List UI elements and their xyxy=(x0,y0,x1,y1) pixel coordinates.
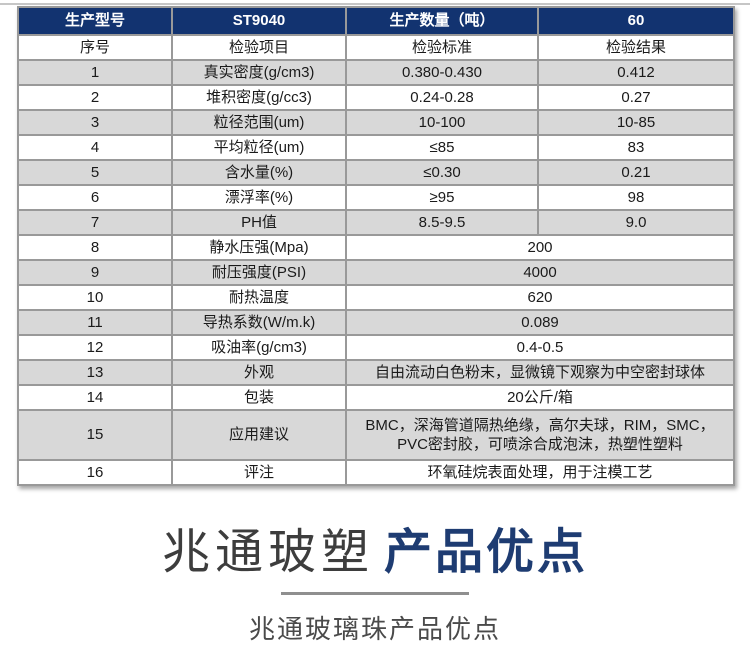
cell-no: 4 xyxy=(17,134,173,161)
cell-value: 20公斤/箱 xyxy=(345,384,735,411)
subheader-item: 检验项目 xyxy=(171,34,347,61)
table-row: 2 堆积密度(g/cc3) 0.24-0.28 0.27 xyxy=(17,84,735,111)
cell-standard: ≤85 xyxy=(345,134,539,161)
cell-no: 9 xyxy=(17,259,173,286)
header-model-value: ST9040 xyxy=(171,6,347,36)
cell-no: 14 xyxy=(17,384,173,411)
cell-item: 应用建议 xyxy=(171,409,347,461)
table-row: 7 PH值 8.5-9.5 9.0 xyxy=(17,209,735,236)
cell-item: 漂浮率(%) xyxy=(171,184,347,211)
cell-item: 耐热温度 xyxy=(171,284,347,311)
subheader-standard: 检验标准 xyxy=(345,34,539,61)
cell-result: 0.27 xyxy=(537,84,735,111)
table-header-row: 生产型号 ST9040 生产数量（吨） 60 xyxy=(17,6,735,36)
table-row: 14 包装 20公斤/箱 xyxy=(17,384,735,411)
cell-item: 含水量(%) xyxy=(171,159,347,186)
cell-result: 0.21 xyxy=(537,159,735,186)
cell-value: 620 xyxy=(345,284,735,311)
cell-value: 自由流动白色粉末，显微镜下观察为中空密封球体 xyxy=(345,359,735,386)
cell-result: 9.0 xyxy=(537,209,735,236)
table-row: 9 耐压强度(PSI) 4000 xyxy=(17,259,735,286)
header-model-label: 生产型号 xyxy=(17,6,173,36)
cell-no: 2 xyxy=(17,84,173,111)
cell-item: 导热系数(W/m.k) xyxy=(171,309,347,336)
cell-item: 真实密度(g/cm3) xyxy=(171,59,347,86)
header-qty-value: 60 xyxy=(537,6,735,36)
cell-result: 83 xyxy=(537,134,735,161)
header-qty-label: 生产数量（吨） xyxy=(345,6,539,36)
cell-standard: 0.380-0.430 xyxy=(345,59,539,86)
subheader-result: 检验结果 xyxy=(537,34,735,61)
brand-name: 兆通玻塑 xyxy=(161,526,374,579)
cell-no: 7 xyxy=(17,209,173,236)
cell-standard: 10-100 xyxy=(345,109,539,136)
page-top-divider xyxy=(0,3,750,5)
footer-section: 兆通玻塑 产品优点 兆通玻璃珠产品优点 xyxy=(0,526,750,646)
cell-item: 包装 xyxy=(171,384,347,411)
cell-no: 10 xyxy=(17,284,173,311)
cell-result: 0.412 xyxy=(537,59,735,86)
cell-item: 评注 xyxy=(171,459,347,486)
cell-no: 1 xyxy=(17,59,173,86)
cell-item: PH值 xyxy=(171,209,347,236)
cell-value: 0.089 xyxy=(345,309,735,336)
table-subheader-row: 序号 检验项目 检验标准 检验结果 xyxy=(17,34,735,61)
spec-table: 生产型号 ST9040 生产数量（吨） 60 序号 检验项目 检验标准 检验结果… xyxy=(17,6,735,486)
subheader-no: 序号 xyxy=(17,34,173,61)
cell-standard: ≤0.30 xyxy=(345,159,539,186)
table-row: 12 吸油率(g/cm3) 0.4-0.5 xyxy=(17,334,735,361)
cell-no: 8 xyxy=(17,234,173,261)
table-row: 16 评注 环氧硅烷表面处理，用于注模工艺 xyxy=(17,459,735,486)
cell-item: 耐压强度(PSI) xyxy=(171,259,347,286)
cell-standard: 0.24-0.28 xyxy=(345,84,539,111)
table-row: 5 含水量(%) ≤0.30 0.21 xyxy=(17,159,735,186)
page-title: 兆通玻塑 产品优点 xyxy=(0,526,750,580)
table-row: 10 耐热温度 620 xyxy=(17,284,735,311)
cell-value: 环氧硅烷表面处理，用于注模工艺 xyxy=(345,459,735,486)
table-row: 3 粒径范围(um) 10-100 10-85 xyxy=(17,109,735,136)
cell-value: BMC，深海管道隔热绝缘，高尔夫球，RIM，SMC，PVC密封胶，可喷涂合成泡沫… xyxy=(345,409,735,461)
cell-no: 11 xyxy=(17,309,173,336)
cell-result: 98 xyxy=(537,184,735,211)
table-row: 15 应用建议 BMC，深海管道隔热绝缘，高尔夫球，RIM，SMC，PVC密封胶，可… xyxy=(17,409,735,461)
table-row: 11 导热系数(W/m.k) 0.089 xyxy=(17,309,735,336)
table-row: 1 真实密度(g/cm3) 0.380-0.430 0.412 xyxy=(17,59,735,86)
cell-no: 12 xyxy=(17,334,173,361)
cell-value: 4000 xyxy=(345,259,735,286)
title-divider xyxy=(281,591,469,595)
cell-no: 16 xyxy=(17,459,173,486)
cell-item: 粒径范围(um) xyxy=(171,109,347,136)
cell-no: 15 xyxy=(17,409,173,461)
cell-item: 堆积密度(g/cc3) xyxy=(171,84,347,111)
subtitle: 兆通玻璃珠产品优点 xyxy=(248,613,501,644)
cell-no: 3 xyxy=(17,109,173,136)
cell-standard: 8.5-9.5 xyxy=(345,209,539,236)
cell-no: 6 xyxy=(17,184,173,211)
cell-item: 平均粒径(um) xyxy=(171,134,347,161)
spec-table-body: 生产型号 ST9040 生产数量（吨） 60 序号 检验项目 检验标准 检验结果… xyxy=(17,6,735,486)
cell-value: 0.4-0.5 xyxy=(345,334,735,361)
cell-no: 5 xyxy=(17,159,173,186)
cell-standard: ≥95 xyxy=(345,184,539,211)
cell-item: 外观 xyxy=(171,359,347,386)
cell-no: 13 xyxy=(17,359,173,386)
table-row: 6 漂浮率(%) ≥95 98 xyxy=(17,184,735,211)
table-row: 8 静水压强(Mpa) 200 xyxy=(17,234,735,261)
cell-value: 200 xyxy=(345,234,735,261)
title-accent: 产品优点 xyxy=(384,526,589,579)
table-row: 13 外观 自由流动白色粉末，显微镜下观察为中空密封球体 xyxy=(17,359,735,386)
cell-result: 10-85 xyxy=(537,109,735,136)
cell-item: 吸油率(g/cm3) xyxy=(171,334,347,361)
cell-item: 静水压强(Mpa) xyxy=(171,234,347,261)
table-row: 4 平均粒径(um) ≤85 83 xyxy=(17,134,735,161)
